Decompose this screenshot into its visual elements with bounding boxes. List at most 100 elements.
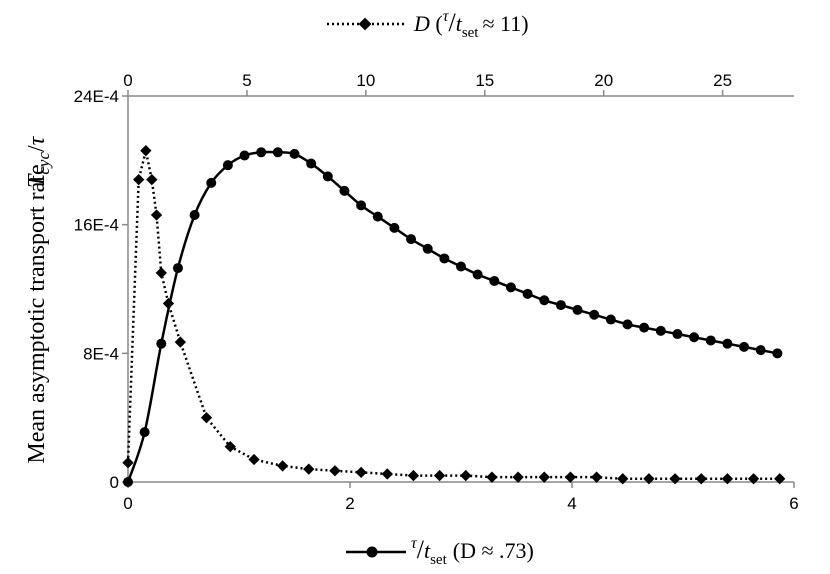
legend-bottom-slash: /: [417, 535, 425, 564]
data-point-diamond: [538, 471, 550, 483]
y-tick-label: 16E-4: [74, 216, 119, 235]
data-point-diamond: [146, 173, 158, 186]
legend-bottom-t: t: [424, 538, 431, 563]
data-point-circle: [605, 314, 616, 325]
data-point-diamond: [200, 412, 213, 424]
data-point-circle: [389, 222, 400, 233]
x-top-tick-label: 5: [242, 71, 251, 90]
data-point-diamond: [276, 460, 289, 472]
x-top-tick-label: 10: [356, 71, 375, 90]
y-axis-title: Mean asymptotic transport rate Tcyc/τ: [24, 135, 53, 463]
y-symbol-sub: cyc: [34, 152, 53, 175]
x-top-tick-label: 15: [475, 71, 494, 90]
data-point-circle: [339, 185, 350, 196]
data-point-diamond: [224, 440, 236, 453]
data-point-circle: [722, 338, 733, 349]
data-point-circle: [206, 177, 217, 188]
data-point-diamond: [248, 453, 260, 466]
legend-bottom-param: (D ≈ .73): [453, 538, 534, 563]
data-point-circle: [422, 243, 433, 254]
data-point-circle: [705, 335, 716, 346]
data-point-diamond: [133, 173, 145, 186]
data-point-circle: [755, 345, 766, 356]
data-point-circle: [655, 325, 666, 336]
legend-top-D: D: [413, 11, 430, 36]
data-point-diamond: [564, 471, 577, 483]
series-line: [126, 150, 778, 483]
data-point-diamond: [590, 471, 603, 483]
data-point-circle: [489, 275, 500, 286]
data-point-diamond: [174, 336, 186, 348]
series-bottom-solid: [123, 147, 783, 487]
legend-top-sub: set: [462, 25, 479, 41]
data-point-circle: [139, 427, 150, 438]
data-point-circle: [239, 150, 250, 161]
data-point-circle: [222, 160, 233, 171]
x-bottom-tick-label: 2: [345, 494, 354, 513]
data-point-circle: [505, 282, 516, 293]
legend-top-t: t: [456, 11, 463, 36]
x-top-tick-label: 0: [123, 71, 132, 90]
data-point-circle: [272, 147, 283, 158]
legend-top-open: (: [435, 11, 442, 36]
x-axis-bottom-ticks: 0 2 4 6: [123, 482, 799, 513]
x-bottom-tick-label: 4: [567, 494, 576, 513]
data-point-diamond: [155, 267, 167, 279]
data-point-circle: [123, 477, 133, 487]
legend-top-text: D (τ/tset ≈ 11): [413, 8, 529, 41]
data-point-diamond: [486, 471, 498, 483]
data-point-circle: [306, 158, 317, 169]
y-axis-ticks: 0 8E-4 16E-4 24E-4: [74, 87, 128, 492]
data-point-diamond: [617, 473, 629, 485]
data-point-diamond: [150, 209, 163, 221]
series-line: [126, 150, 780, 481]
data-point-diamond: [721, 473, 734, 485]
data-point-diamond: [747, 473, 760, 485]
data-point-diamond: [695, 473, 707, 485]
data-point-circle: [589, 309, 600, 320]
y-tick-label: 0: [110, 473, 119, 492]
data-point-diamond: [774, 473, 786, 485]
y-symbol-tau: τ: [24, 135, 50, 145]
data-point-circle: [172, 263, 183, 274]
data-point-circle: [539, 295, 550, 306]
legend-top: D (τ/tset ≈ 11): [327, 8, 529, 41]
data-point-diamond: [643, 473, 655, 485]
data-point-circle: [156, 338, 167, 349]
data-point-circle: [456, 261, 466, 272]
y-axis-title-text: Mean asymptotic transport rate: [24, 164, 50, 463]
data-point-diamond: [355, 466, 367, 479]
data-point-diamond: [303, 463, 315, 475]
series-layer: [122, 145, 786, 487]
data-point-circle: [689, 332, 700, 343]
data-point-circle: [472, 269, 483, 280]
data-point-circle: [189, 210, 200, 221]
data-point-diamond: [122, 457, 134, 469]
data-point-circle: [439, 253, 450, 264]
x-bottom-tick-label: 6: [789, 494, 798, 513]
data-point-diamond: [381, 468, 393, 480]
y-axis-symbol: Tcyc/τ: [24, 135, 53, 188]
data-point-circle: [289, 148, 300, 159]
legend-bottom-sub: set: [430, 552, 447, 568]
data-point-circle: [555, 300, 566, 311]
x-top-tick-label: 20: [594, 71, 613, 90]
data-point-diamond: [329, 465, 341, 477]
legend-bottom-marker: [366, 546, 378, 558]
legend-top-tau: τ: [443, 8, 450, 25]
y-symbol-slash: /: [24, 145, 50, 152]
data-point-circle: [322, 171, 333, 182]
series-top-dotted: [122, 145, 786, 485]
y-tick-label: 8E-4: [83, 344, 119, 363]
data-point-circle: [739, 341, 750, 352]
y-tick-label: 24E-4: [74, 87, 119, 106]
data-point-diamond: [162, 297, 175, 310]
data-point-diamond: [460, 469, 472, 482]
legend-top-slash: /: [448, 8, 456, 37]
data-point-circle: [522, 288, 533, 299]
data-point-diamond: [512, 471, 524, 483]
data-point-circle: [372, 211, 383, 222]
data-point-circle: [639, 322, 650, 333]
legend-top-rest: ≈ 11): [482, 11, 528, 36]
data-point-diamond: [407, 469, 420, 482]
